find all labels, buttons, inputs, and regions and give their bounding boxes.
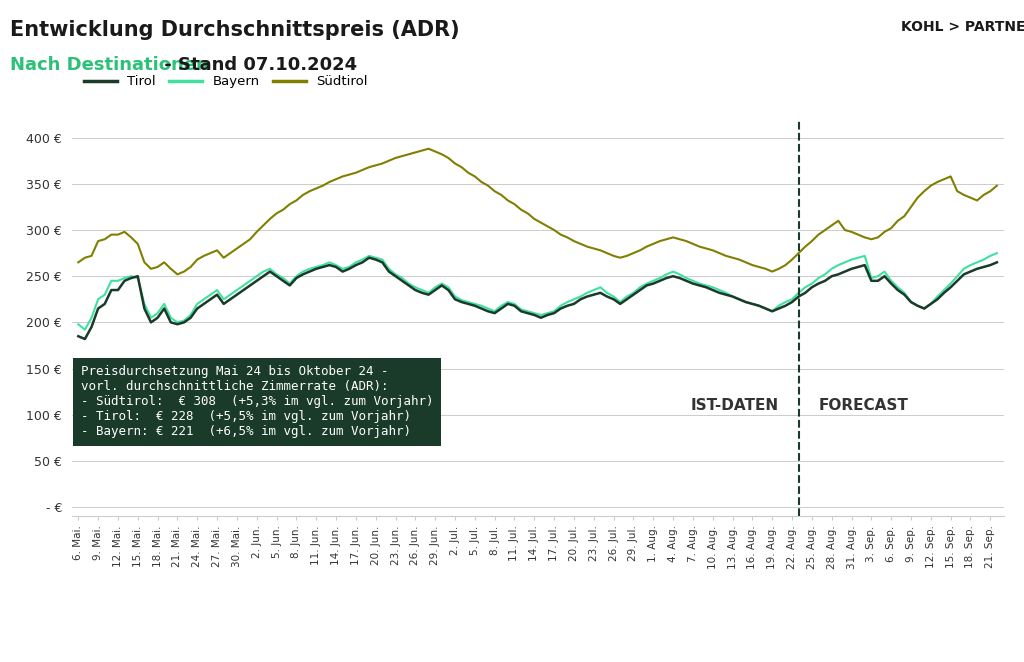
Text: FORECAST: FORECAST xyxy=(818,398,908,413)
Text: KOHL > PARTNER: KOHL > PARTNER xyxy=(901,20,1024,34)
Text: IST-DATEN: IST-DATEN xyxy=(691,398,779,413)
Legend: Tirol, Bayern, Südtirol: Tirol, Bayern, Südtirol xyxy=(78,70,373,94)
Text: Nach Destinationen: Nach Destinationen xyxy=(10,56,209,74)
Text: - Stand 07.10.2024: - Stand 07.10.2024 xyxy=(158,56,356,74)
Text: Entwicklung Durchschnittspreis (ADR): Entwicklung Durchschnittspreis (ADR) xyxy=(10,20,460,40)
Text: Preisdurchsetzung Mai 24 bis Oktober 24 -
vorl. durchschnittliche Zimmerrate (AD: Preisdurchsetzung Mai 24 bis Oktober 24 … xyxy=(81,365,433,438)
